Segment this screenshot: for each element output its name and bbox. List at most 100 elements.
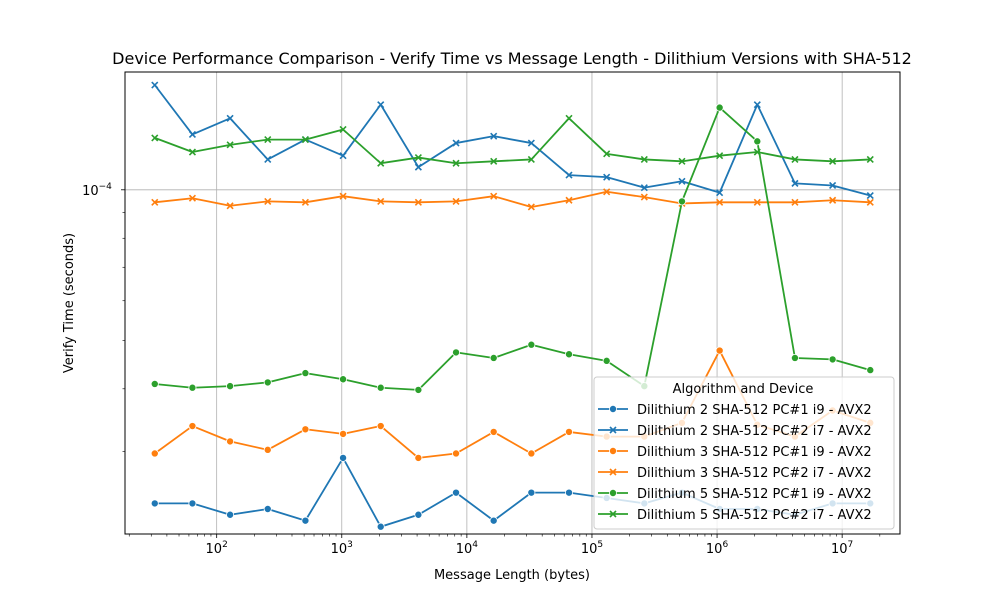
data-point [263, 505, 272, 514]
legend: Algorithm and Device Dilithium 2 SHA-512… [593, 376, 895, 530]
data-point [603, 150, 611, 158]
data-point [753, 198, 761, 206]
y-axis-title: Verify Time (seconds) [62, 233, 77, 373]
legend-marker [609, 404, 618, 413]
data-point [339, 192, 347, 200]
data-point [226, 141, 234, 149]
data-point [264, 197, 272, 205]
data-point [150, 379, 159, 388]
data-point [301, 516, 310, 525]
data-point [829, 196, 837, 204]
data-point [489, 427, 498, 436]
data-point [414, 198, 422, 206]
data-point [640, 155, 648, 164]
x-axis-title: Message Length (bytes) [434, 568, 590, 583]
data-point [264, 136, 272, 144]
legend-marker [609, 510, 617, 518]
data-point [188, 422, 197, 431]
series-5 [150, 103, 875, 394]
data-point [301, 425, 310, 434]
data-point [565, 171, 573, 179]
data-point [527, 340, 536, 349]
data-point [527, 449, 536, 458]
y-tick-label: 10−4 [82, 182, 112, 199]
legend-marker [609, 488, 618, 497]
data-point [377, 101, 385, 109]
data-point [151, 134, 159, 142]
data-point [565, 196, 573, 204]
data-point [527, 488, 536, 497]
data-point [226, 202, 234, 210]
data-point [791, 155, 799, 164]
data-point [376, 522, 385, 531]
data-point [866, 198, 874, 206]
data-point [188, 383, 197, 392]
data-point [716, 152, 724, 160]
series-line [154, 84, 871, 197]
data-point [414, 510, 423, 519]
data-point [150, 499, 159, 508]
data-point [188, 148, 196, 156]
series-6 [151, 114, 874, 167]
x-tick-label: 107 [831, 540, 853, 557]
data-point [376, 383, 385, 392]
legend-label: Dilithium 5 SHA-512 PC#1 i9 - AVX2 [637, 487, 872, 502]
data-point [602, 356, 611, 365]
data-point [150, 449, 159, 458]
data-point [527, 203, 535, 211]
data-point [715, 346, 724, 355]
data-point [263, 445, 272, 454]
data-point [301, 198, 309, 206]
data-point [263, 378, 272, 387]
series-line [154, 190, 871, 208]
legend-title: Algorithm and Device [673, 382, 814, 397]
data-point [301, 136, 309, 144]
data-point [452, 348, 461, 357]
data-point [452, 449, 461, 458]
data-point [339, 429, 348, 438]
data-point [565, 114, 573, 122]
legend-entry-1: Dilithium 2 SHA-512 PC#1 i9 - AVX2 [598, 403, 872, 418]
legend-label: Dilithium 5 SHA-512 PC#2 i7 - AVX2 [637, 508, 872, 523]
chart-title: Device Performance Comparison - Verify T… [112, 49, 912, 68]
legend-marker [609, 446, 618, 455]
data-point [716, 189, 724, 197]
data-point [414, 385, 423, 394]
data-point [866, 191, 874, 200]
legend-label: Dilithium 2 SHA-512 PC#2 i7 - AVX2 [637, 424, 872, 439]
data-point [603, 188, 611, 196]
data-point [640, 193, 648, 201]
data-point [226, 437, 235, 446]
data-point [377, 159, 385, 167]
data-point [753, 101, 761, 109]
data-point [640, 184, 648, 192]
data-point [452, 159, 460, 167]
legend-label: Dilithium 3 SHA-512 PC#2 i7 - AVX2 [637, 466, 872, 481]
legend-entry-3: Dilithium 3 SHA-512 PC#1 i9 - AVX2 [598, 445, 872, 460]
x-tick-label: 102 [206, 540, 228, 557]
data-point [828, 355, 837, 364]
data-point [490, 132, 498, 140]
data-point [226, 114, 234, 122]
data-point [603, 173, 611, 181]
legend-label: Dilithium 3 SHA-512 PC#1 i9 - AVX2 [637, 445, 872, 460]
series-2 [151, 81, 874, 200]
data-point [715, 103, 724, 112]
series-line [154, 106, 871, 391]
data-point [527, 155, 535, 164]
data-point [791, 179, 799, 187]
legend-entry-6: Dilithium 5 SHA-512 PC#2 i7 - AVX2 [598, 508, 872, 523]
x-tick-label: 106 [706, 540, 729, 557]
data-point [339, 453, 348, 462]
data-point [565, 427, 574, 436]
data-point [716, 198, 724, 206]
data-point [151, 198, 159, 206]
data-point [678, 177, 686, 185]
x-tick-label: 104 [456, 540, 479, 557]
data-point [339, 152, 347, 160]
data-point [753, 148, 761, 156]
data-point [188, 499, 197, 508]
data-point [790, 353, 799, 362]
data-point [414, 163, 422, 171]
legend-label: Dilithium 2 SHA-512 PC#1 i9 - AVX2 [637, 403, 872, 418]
